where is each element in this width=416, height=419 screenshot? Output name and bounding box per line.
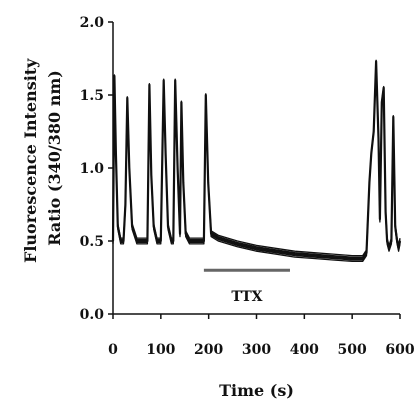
series-trace-1-4: [112, 60, 401, 258]
y-axis-title-line-2: Ratio (340/380 nm): [45, 70, 64, 246]
series-trace-1-5: [112, 59, 401, 257]
series-group: [111, 59, 402, 263]
x-tick-label: 600: [385, 342, 414, 358]
series-trace-1-3: [111, 60, 402, 260]
series-trace-1-2: [112, 61, 401, 261]
y-axis-title-line-1: Fluorescence Intensity: [21, 58, 40, 263]
x-tick-label: 500: [338, 342, 367, 358]
y-tick-label: 1.0: [80, 161, 105, 177]
x-tick-label: 200: [194, 342, 223, 358]
ttx-label: TTX: [231, 289, 262, 305]
x-tick-label: 100: [146, 342, 175, 358]
x-tick-label: 300: [242, 342, 271, 358]
y-tick-label: 0.5: [80, 234, 104, 250]
annotation-group: TTX: [203, 268, 290, 305]
ticks-group: 0.0 0.5 1.0 1.5 2.0 0 100 200 300 400 500 600: [80, 15, 415, 358]
y-tick-label: 2.0: [80, 15, 105, 31]
x-tick-label: 400: [290, 342, 319, 358]
x-tick-label: 0: [108, 342, 118, 358]
x-axis-title: Time (s): [219, 381, 294, 400]
y-tick-label: 0.0: [80, 307, 105, 323]
y-tick-label: 1.5: [80, 88, 104, 104]
y-axis-title: Fluorescence Intensity Ratio (340/380 nm…: [21, 53, 64, 263]
